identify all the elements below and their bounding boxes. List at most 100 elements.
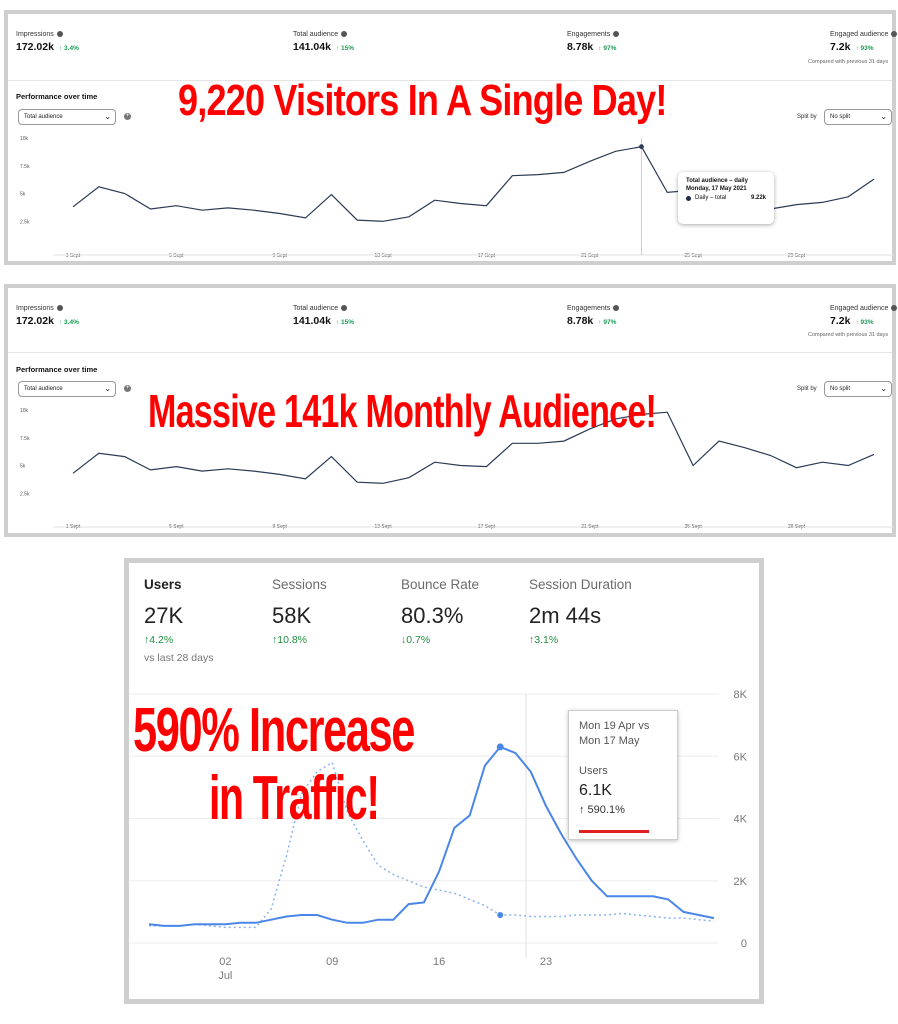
dropdown-value: No split [830, 114, 851, 120]
tooltip-value: 6.1K [579, 782, 612, 799]
y-tick-label: 8K [734, 689, 748, 701]
chevron-down-icon: ⌄ [880, 384, 887, 393]
metric-label: Engaged audience [830, 305, 889, 312]
metric-label: Impressions [16, 305, 54, 312]
metric-value: 141.04k [293, 41, 331, 53]
y-tick-label: 5k [20, 464, 26, 470]
section-title: Performance over time [16, 92, 98, 101]
metric-tab-users[interactable]: Users [144, 577, 182, 592]
tooltip-date-line1: Mon 19 Apr vs [579, 720, 650, 732]
metric-label: Impressions [16, 31, 54, 38]
metric-value: 172.02k [16, 41, 54, 53]
info-icon[interactable] [341, 305, 348, 311]
add-metric-icon[interactable]: + [124, 385, 131, 392]
metric-change: 97% [603, 45, 617, 52]
divider [8, 352, 892, 353]
metric-change: ↑10.8% [272, 634, 308, 646]
tooltip-metric: Users [579, 765, 608, 777]
metric-value: 8.78k [567, 315, 594, 327]
metric-change: 93% [860, 45, 874, 52]
info-icon[interactable] [891, 305, 898, 311]
tooltip-title: Total audience – daily [686, 178, 748, 184]
highlight-point-current [496, 743, 504, 751]
metric-change: 15% [341, 319, 355, 326]
section-title: Performance over time [16, 365, 98, 374]
y-tick-label: 7.5k [20, 164, 30, 170]
info-icon[interactable] [613, 31, 620, 37]
metric-tab-session-duration[interactable]: Session Duration [529, 577, 632, 592]
info-icon[interactable] [613, 305, 620, 311]
split-by-label: Split by [797, 114, 817, 120]
x-tick-sublabel: Jul [218, 970, 232, 982]
split-dropdown[interactable]: No split ⌄ [824, 381, 892, 397]
arrow-up-icon: ↑ [598, 45, 602, 52]
dropdown-value: Total audience [24, 386, 63, 392]
headline-line1: 590% Increase [133, 696, 415, 765]
highlight-point-previous [497, 911, 504, 918]
split-dropdown[interactable]: No split ⌄ [824, 109, 892, 125]
tooltip-value: 9.22k [750, 195, 766, 201]
info-icon[interactable] [891, 31, 898, 37]
chevron-down-icon: ⌄ [880, 112, 887, 121]
metric-value: 141.04k [293, 315, 331, 327]
metric-dropdown[interactable]: Total audience ⌄ [18, 381, 116, 397]
metric-total-audience[interactable]: Total audience 141.04k ↑ 15% [293, 31, 354, 53]
metric-change: 93% [860, 319, 874, 326]
arrow-up-icon: ↑ [855, 319, 859, 326]
metric-change: 3.4% [64, 45, 79, 52]
chart-tooltip: Total audience – daily Monday, 17 May 20… [678, 172, 774, 224]
y-tick-label: 0 [741, 938, 747, 950]
metric-engagements[interactable]: Engagements 8.78k ↑ 97% [567, 31, 620, 53]
analytics-panel: Users Sessions Bounce Rate Session Durat… [124, 558, 764, 1004]
arrow-up-icon: ↑ [335, 45, 340, 52]
metric-label: Engagements [567, 31, 611, 38]
comparison-period: vs last 28 days [144, 652, 214, 664]
y-tick-label: 2K [734, 876, 748, 888]
x-tick-label: 1 Sept [66, 253, 81, 259]
tooltip-date: Monday, 17 May 2021 [686, 186, 747, 192]
y-tick-label: 5k [20, 192, 26, 198]
metric-dropdown[interactable]: Total audience ⌄ [18, 109, 116, 125]
metric-change: ↓0.7% [401, 634, 431, 646]
arrow-up-icon: ↑ [335, 319, 340, 326]
info-icon[interactable] [56, 31, 63, 37]
metric-change: 97% [603, 319, 617, 326]
x-tick-label: 29 Sept [788, 253, 806, 259]
y-tick-label: 2.5k [20, 219, 30, 225]
metric-tab-bounce-rate[interactable]: Bounce Rate [401, 577, 480, 592]
tooltip-series: Daily – total [695, 195, 727, 201]
compared-text: Compared with previous 31 days [808, 332, 889, 338]
metric-engaged-audience[interactable]: Engaged audience 7.2k ↑ 93% [830, 305, 898, 327]
series-line-daily-total [72, 411, 875, 484]
metric-change: 3.4% [64, 319, 79, 326]
red-underline [579, 830, 649, 833]
y-tick-label: 4K [734, 814, 748, 826]
metric-impressions[interactable]: Impressions 172.02k ↑ 3.4% [16, 305, 79, 327]
x-tick-label: 16 [433, 956, 445, 968]
metric-value: 8.78k [567, 41, 594, 53]
x-tick-label: 9 Sept [272, 253, 287, 259]
metric-engaged-audience[interactable]: Engaged audience 7.2k ↑ 93% [830, 31, 898, 53]
series-line-current-period [148, 745, 715, 927]
series-dot-icon [686, 195, 691, 201]
data-point [639, 144, 644, 150]
metric-value: 172.02k [16, 315, 54, 327]
metric-change: ↑3.1% [529, 634, 559, 646]
split-by-label: Split by [797, 386, 817, 392]
chevron-down-icon: ⌄ [104, 112, 111, 121]
audience-panel-2: Impressions 172.02k ↑ 3.4% Total audience… [4, 284, 898, 537]
audience-panel-1: Impressions 172.02k ↑ 3.4% Total audience… [4, 10, 898, 265]
metric-total-audience[interactable]: Total audience 141.04k ↑ 15% [293, 305, 354, 327]
metric-label: Total audience [293, 31, 339, 38]
metric-impressions[interactable]: Impressions 172.02k ↑ 3.4% [16, 31, 79, 53]
info-icon[interactable] [341, 31, 348, 37]
metric-engagements[interactable]: Engagements 8.78k ↑ 97% [567, 305, 620, 327]
add-metric-icon[interactable]: + [124, 113, 131, 120]
headline-line2: in Traffic! [209, 764, 380, 833]
metric-label: Total audience [293, 305, 339, 312]
metric-tab-sessions[interactable]: Sessions [272, 577, 327, 592]
x-tick-label: 02 [219, 956, 231, 968]
x-tick-label: 25 Sept [685, 253, 703, 259]
info-icon[interactable] [56, 305, 63, 311]
